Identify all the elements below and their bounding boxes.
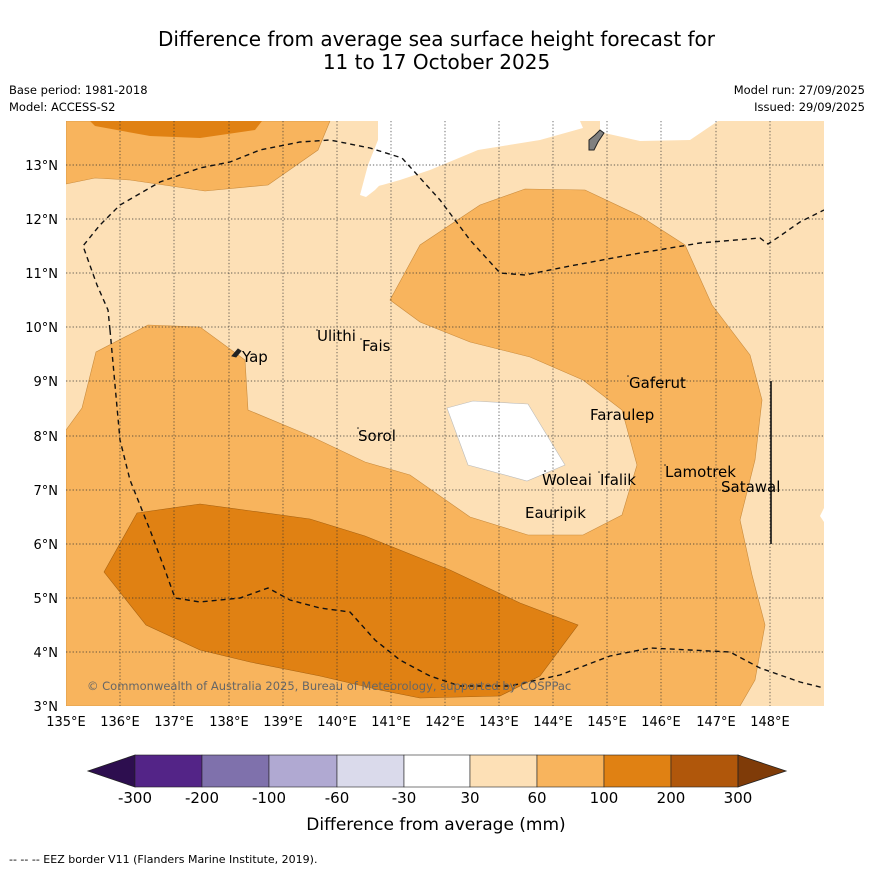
- eez-border-north: [82, 139, 824, 331]
- lat-label: 9°N: [34, 375, 59, 390]
- colorbar-tick: 100: [590, 789, 619, 807]
- colorbar-segment: [670, 754, 739, 788]
- contour-60-100-north: [66, 121, 331, 192]
- colorbar-segment: [469, 754, 538, 788]
- place-ifalik: Ifalik: [600, 471, 636, 489]
- colorbar-label: Difference from average (mm): [306, 815, 565, 835]
- colorbar-segment: [603, 754, 672, 788]
- colorbar-tick: -300: [118, 789, 152, 807]
- lon-label: 135°E: [46, 715, 86, 730]
- lon-label: 139°E: [263, 715, 303, 730]
- lon-label: 145°E: [587, 715, 627, 730]
- lat-label: 5°N: [34, 592, 59, 607]
- lon-label: 137°E: [154, 715, 194, 730]
- colorbar-segment: [134, 754, 203, 788]
- chart-title: Difference from average sea surface heig…: [0, 28, 873, 74]
- model-name: Model: ACCESS-S2: [9, 100, 116, 114]
- copyright-notice: © Commonwealth of Australia 2025, Bureau…: [87, 679, 571, 693]
- base-period: Base period: 1981-2018: [9, 83, 148, 97]
- lat-label: 10°N: [25, 321, 58, 336]
- colorbar-segment: [403, 754, 471, 788]
- colorbar-tick: 300: [724, 789, 753, 807]
- colorbar-tick: -100: [252, 789, 286, 807]
- place-satawal: Satawal: [721, 478, 780, 496]
- colorbar-segment: [336, 754, 405, 788]
- lon-label: 147°E: [696, 715, 736, 730]
- graticule: [66, 121, 824, 706]
- contour-neutral-north-b: [375, 121, 583, 187]
- eez-border-south: [109, 329, 824, 689]
- lon-label: 148°E: [750, 715, 790, 730]
- contour-100-200-south: [103, 503, 579, 699]
- colorbar-segment: [201, 754, 270, 788]
- guam-island-shape: [588, 129, 605, 151]
- lat-label: 11°N: [25, 267, 58, 282]
- yap-island-shape: [231, 348, 242, 358]
- longitude-labels: 135°E 136°E 137°E 138°E 139°E 140°E 141°…: [46, 715, 790, 730]
- colorbar-segment: [268, 754, 338, 788]
- lon-label: 142°E: [425, 715, 465, 730]
- lat-label: 12°N: [25, 213, 58, 228]
- place-faraulep: Faraulep: [590, 406, 654, 424]
- contour-neutral-center: [446, 400, 566, 482]
- lat-label: 6°N: [34, 538, 59, 553]
- colorbar-tick: -30: [392, 789, 417, 807]
- colorbar-extend-low: [86, 754, 136, 788]
- map-area: [66, 121, 824, 706]
- colorbar-tick: 200: [657, 789, 686, 807]
- lat-label: 7°N: [34, 484, 59, 499]
- contour-neutral-north-c: [600, 121, 718, 141]
- issued-date: Issued: 29/09/2025: [754, 100, 865, 114]
- contour-neutral-east: [820, 508, 824, 522]
- lat-label: 13°N: [25, 159, 58, 174]
- colorbar-tick: -200: [185, 789, 219, 807]
- lon-label: 141°E: [371, 715, 411, 730]
- island-dots: [316, 329, 666, 473]
- colorbar-extend-high: [737, 754, 788, 788]
- lon-label: 136°E: [100, 715, 140, 730]
- eez-footnote: -- -- -- EEZ border V11 (Flanders Marine…: [9, 853, 318, 866]
- place-fais: Fais: [362, 337, 391, 355]
- colorbar-tick: 30: [460, 789, 479, 807]
- colorbar-segment: [536, 754, 605, 788]
- lat-label: 3°N: [34, 700, 59, 715]
- place-eauripik: Eauripik: [525, 504, 586, 522]
- latitude-labels: 13°N 12°N 11°N 10°N 9°N 8°N 7°N 6°N 5°N …: [25, 159, 58, 715]
- place-sorol: Sorol: [358, 427, 396, 445]
- lat-label: 8°N: [34, 430, 59, 445]
- place-yap: Yap: [241, 348, 268, 366]
- colorbar: [86, 754, 788, 788]
- lon-label: 146°E: [641, 715, 681, 730]
- lat-label: 4°N: [34, 646, 59, 661]
- title-line-2: 11 to 17 October 2025: [322, 50, 551, 74]
- lon-label: 144°E: [533, 715, 573, 730]
- colorbar-ticks: -300 -200 -100 -60 -30 30 60 100 200 300: [118, 789, 752, 807]
- lon-label: 140°E: [317, 715, 357, 730]
- place-gaferut: Gaferut: [629, 374, 686, 392]
- lon-label: 143°E: [479, 715, 519, 730]
- place-ulithi: Ulithi: [317, 327, 356, 345]
- place-labels: Yap Ulithi Fais Gaferut Faraulep Sorol W…: [241, 327, 780, 522]
- colorbar-tick: 60: [527, 789, 546, 807]
- title-line-1: Difference from average sea surface heig…: [157, 27, 716, 51]
- place-woleai: Woleai: [542, 471, 592, 489]
- colorbar-tick: -60: [325, 789, 350, 807]
- place-lamotrek: Lamotrek: [665, 463, 736, 481]
- model-run: Model run: 27/09/2025: [733, 83, 865, 97]
- lon-label: 138°E: [209, 715, 249, 730]
- contour-100-200-north: [90, 121, 262, 138]
